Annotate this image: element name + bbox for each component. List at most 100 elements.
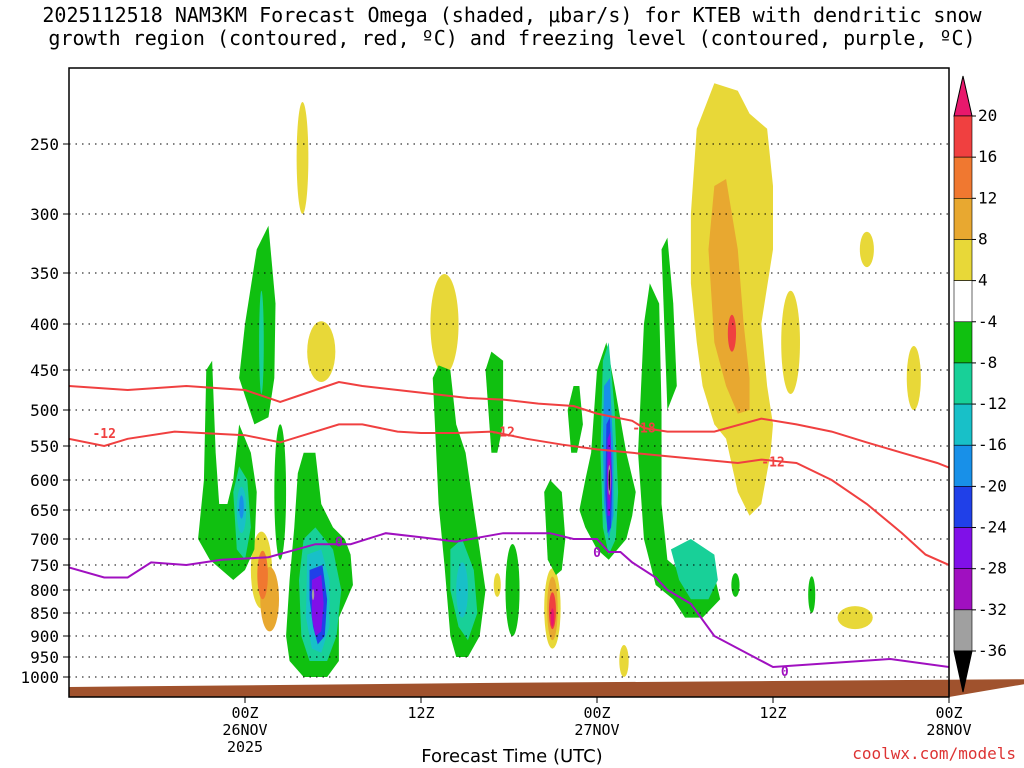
- colorbar: 20 16 12 8 4 -4 -8 -12 -16 -20 -24 -28 -32 -36: [953, 75, 1007, 693]
- colorbar-label: 20: [978, 106, 997, 125]
- contour-label: -12: [491, 426, 514, 441]
- terrain-surface: [69, 679, 1024, 697]
- y-tick-label: 450: [30, 361, 59, 380]
- omega-region: [781, 290, 800, 394]
- x-tick-date: 27NOV: [574, 721, 619, 739]
- colorbar-label: 12: [978, 188, 997, 207]
- x-tick-year: 2025: [227, 738, 263, 756]
- y-tick-label: 950: [30, 648, 59, 667]
- colorbar-label: -16: [978, 435, 1007, 454]
- colorbar-label: -28: [978, 559, 1007, 578]
- title-line-2: growth region (contoured, red, ºC) and f…: [48, 26, 976, 50]
- colorbar-segment: [953, 321, 973, 364]
- y-tick-label: 1000: [20, 668, 59, 687]
- x-tick-label: 12Z: [759, 704, 786, 722]
- omega-region: [727, 314, 737, 352]
- contour--12: [69, 423, 949, 567]
- colorbar-segment: [953, 198, 973, 240]
- omega-shading: [198, 83, 921, 677]
- colorbar-label: -24: [978, 518, 1007, 537]
- credit-link[interactable]: coolwx.com/models: [852, 744, 1016, 763]
- omega-region: [638, 283, 721, 618]
- omega-region: [619, 645, 629, 677]
- colorbar-bottom-arrow: [953, 650, 973, 693]
- omega-region: [808, 576, 816, 613]
- colorbar-label: -4: [978, 312, 997, 331]
- omega-region: [485, 351, 504, 453]
- omega-region: [456, 562, 468, 618]
- omega-region: [239, 495, 244, 519]
- colorbar-segment: [953, 568, 973, 611]
- y-tick-label: 550: [30, 437, 59, 456]
- colorbar-label: 8: [978, 229, 988, 248]
- colorbar-label: -20: [978, 476, 1007, 495]
- contour-label: 0: [593, 546, 601, 561]
- chart-title: 2025112518 NAM3KM Forecast Omega (shaded…: [0, 4, 1024, 50]
- omega-region: [307, 321, 336, 382]
- omega-region: [837, 606, 873, 630]
- colorbar-segment: [953, 486, 973, 528]
- y-tick-label: 900: [30, 627, 59, 646]
- contour-label: -18: [632, 421, 656, 436]
- omega-region: [906, 346, 921, 410]
- y-tick-label: 700: [30, 530, 59, 549]
- colorbar-label: -36: [978, 641, 1007, 660]
- terrain: [69, 679, 1024, 697]
- omega-region: [544, 480, 566, 575]
- x-tick-date: 28NOV: [926, 721, 971, 739]
- x-axis-label: Forecast Time (UTC): [421, 746, 603, 767]
- colorbar-segment: [953, 403, 973, 446]
- omega-region: [670, 539, 718, 600]
- contour-label: -12: [761, 456, 784, 471]
- omega-region: [274, 424, 287, 560]
- plot-frame: [68, 67, 950, 698]
- colorbar-label: -8: [978, 353, 997, 372]
- y-tick-label: 350: [30, 264, 59, 283]
- y-tick-label: 250: [30, 135, 59, 154]
- x-tick-label: 12Z: [407, 704, 434, 722]
- colorbar-top-arrow: [953, 75, 973, 117]
- colorbar-label: -12: [978, 394, 1007, 413]
- omega-region: [430, 274, 459, 374]
- omega-region: [505, 544, 520, 636]
- omega-region: [296, 102, 309, 214]
- colorbar-segment: [953, 444, 973, 487]
- omega-region: [311, 575, 324, 636]
- x-tick-label: 00Z: [583, 704, 610, 722]
- y-tick-label: 800: [30, 581, 59, 600]
- omega-region: [259, 290, 264, 394]
- y-axis: 250 300 350 400 450 500 550 600 650 700 750 800 850 9…: [20, 135, 69, 687]
- colorbar-segment: [953, 527, 973, 569]
- contour-label: -12: [92, 427, 115, 442]
- y-tick-label: 850: [30, 604, 59, 623]
- y-tick-label: 300: [30, 205, 59, 224]
- colorbar-segment: [953, 156, 973, 199]
- colorbar-segment: [953, 280, 973, 323]
- contour-lines: -12 -12 -12 -18 0 0 0: [69, 380, 949, 680]
- x-tick-label: 00Z: [231, 704, 258, 722]
- contour--18: [69, 380, 949, 469]
- contour-label: 0: [781, 665, 789, 680]
- x-tick-label: 00Z: [935, 704, 962, 722]
- y-tick-label: 750: [30, 556, 59, 575]
- omega-region: [311, 589, 315, 601]
- colorbar-label: 4: [978, 271, 988, 290]
- colorbar-segment: [953, 362, 973, 405]
- omega-region: [550, 608, 555, 627]
- omega-region: [661, 237, 677, 410]
- omega-region: [493, 573, 501, 597]
- contour-0: [69, 532, 949, 669]
- y-tick-label: 400: [30, 315, 59, 334]
- omega-region: [708, 179, 750, 414]
- colorbar-label: 16: [978, 147, 997, 166]
- omega-region: [859, 231, 874, 268]
- colorbar-segment: [953, 115, 973, 158]
- omega-region: [239, 225, 276, 425]
- colorbar-segment: [953, 239, 973, 281]
- y-tick-label: 500: [30, 401, 59, 420]
- y-tick-label: 650: [30, 501, 59, 520]
- x-tick-date: 26NOV: [222, 721, 267, 739]
- omega-region: [567, 386, 583, 453]
